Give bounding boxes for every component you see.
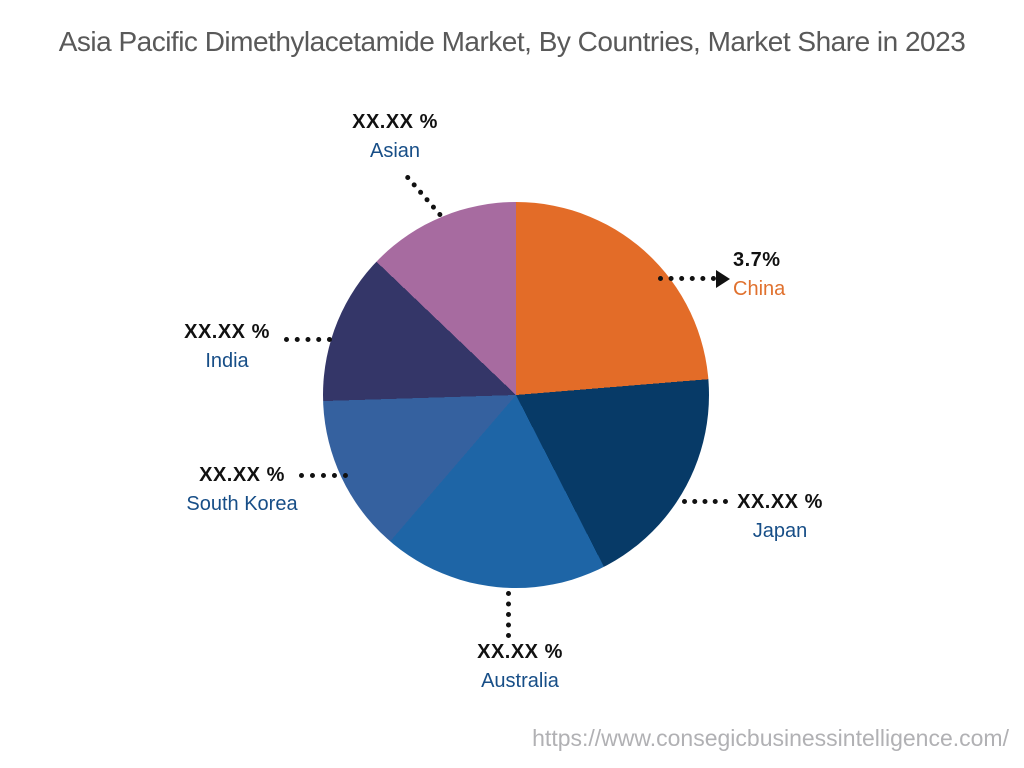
leader-line-south-korea [299,473,348,478]
callout-australia: XX.XX % Australia [450,642,590,691]
leader-line-india [284,337,332,342]
callout-india: XX.XX % India [162,322,292,371]
arrow-head-icon [716,270,730,288]
pie-chart [323,202,709,588]
leader-line-australia [506,591,511,638]
page-title: Asia Pacific Dimethylacetamide Market, B… [58,26,966,57]
callout-china: 3.7% China [733,250,843,299]
country-name-asian: Asian [369,140,421,162]
percent-value-india: XX.XX % [184,321,270,343]
leader-line-japan [682,499,728,504]
percent-value-australia: XX.XX % [477,641,563,663]
leader-line-china [658,276,716,281]
percent-value-china: 3.7% [733,249,781,271]
country-name-india: India [205,350,249,372]
leader-line-asian [404,174,444,219]
footer-url-link[interactable]: https://www.consegicbusinessintelligence… [532,725,1009,751]
callout-south-korea: XX.XX % South Korea [172,465,312,514]
callout-japan: XX.XX % Japan [710,492,850,541]
percent-value-japan: XX.XX % [737,491,823,513]
percent-value-south-korea: XX.XX % [199,464,285,486]
country-name-south-korea: South Korea [186,493,298,515]
country-name-china: China [733,278,786,300]
country-name-australia: Australia [481,670,559,692]
country-name-japan: Japan [752,520,808,542]
percent-value-asian: XX.XX % [352,111,438,133]
callout-asian: XX.XX % Asian [330,112,460,161]
